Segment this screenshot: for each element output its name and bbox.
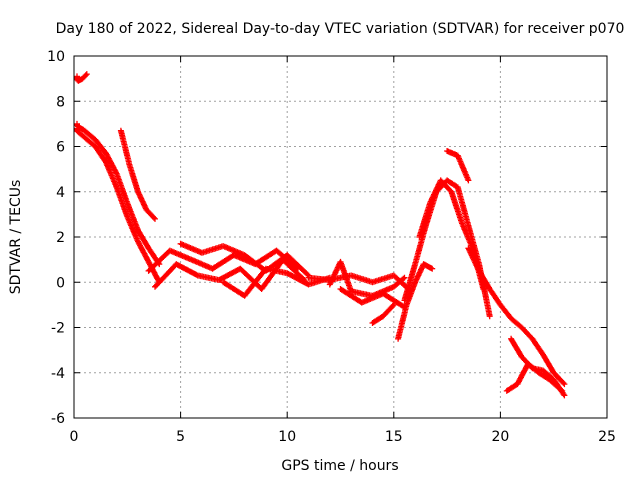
data-point-markers: [416, 177, 487, 292]
data-point-markers: [74, 120, 163, 268]
y-tick-label: 4: [56, 185, 65, 201]
data-point-markers: [74, 125, 163, 286]
data-point-markers: [508, 335, 568, 399]
x-tick-label: 0: [70, 429, 79, 445]
series-satellite-track-14: [401, 177, 493, 320]
data-point-markers: [337, 286, 408, 311]
x-tick-label: 25: [598, 429, 616, 445]
data-point-markers: [369, 301, 397, 326]
series-satellite-track-8: [220, 265, 333, 299]
series-satellite-track-10: [326, 258, 408, 299]
series-satellite-track-4: [117, 127, 158, 222]
data-point-markers: [395, 261, 436, 342]
y-tick-label: 0: [56, 275, 65, 291]
series-satellite-track-16: [444, 148, 472, 184]
series-satellite-track-13: [395, 261, 436, 342]
data-points: [74, 71, 568, 399]
x-axis-label: GPS time / hours: [281, 458, 398, 474]
data-point-markers: [401, 177, 493, 320]
y-tick-label: -2: [51, 321, 65, 337]
y-tick-label: 6: [56, 140, 65, 156]
data-point-markers: [220, 265, 333, 299]
data-point-markers: [444, 148, 472, 184]
series-satellite-track-11: [337, 286, 408, 311]
y-tick-label: 10: [47, 49, 65, 65]
series-satellite-track-12: [369, 301, 397, 326]
series-satellite-track-2: [74, 125, 163, 286]
x-tick-label: 15: [385, 429, 403, 445]
series-satellite-track-1: [74, 120, 163, 268]
series-satellite-track-3: [74, 71, 90, 84]
series-satellite-track-19: [508, 335, 568, 399]
data-point-markers: [326, 258, 408, 299]
x-tick-label: 20: [491, 429, 509, 445]
grid: [74, 56, 607, 418]
y-tick-label: -6: [51, 411, 65, 427]
data-point-markers: [465, 245, 568, 388]
data-point-markers: [117, 127, 158, 222]
axis-ticks: 0 5 10 15 20 25 -6 -4 -2 0 2 4 6 8 10: [47, 49, 616, 445]
chart-title: Day 180 of 2022, Sidereal Day-to-day VTE…: [56, 21, 625, 37]
series-satellite-track-15: [416, 177, 487, 292]
y-tick-label: 2: [56, 230, 65, 246]
data-point-markers: [74, 71, 90, 84]
series-satellite-track-17: [465, 245, 568, 388]
x-tick-label: 5: [176, 429, 185, 445]
y-tick-label: 8: [56, 94, 65, 110]
plot-frame: [73, 55, 608, 419]
y-axis-label: SDTVAR / TECUs: [8, 180, 24, 295]
y-tick-label: -4: [51, 366, 65, 382]
x-tick-label: 10: [278, 429, 296, 445]
